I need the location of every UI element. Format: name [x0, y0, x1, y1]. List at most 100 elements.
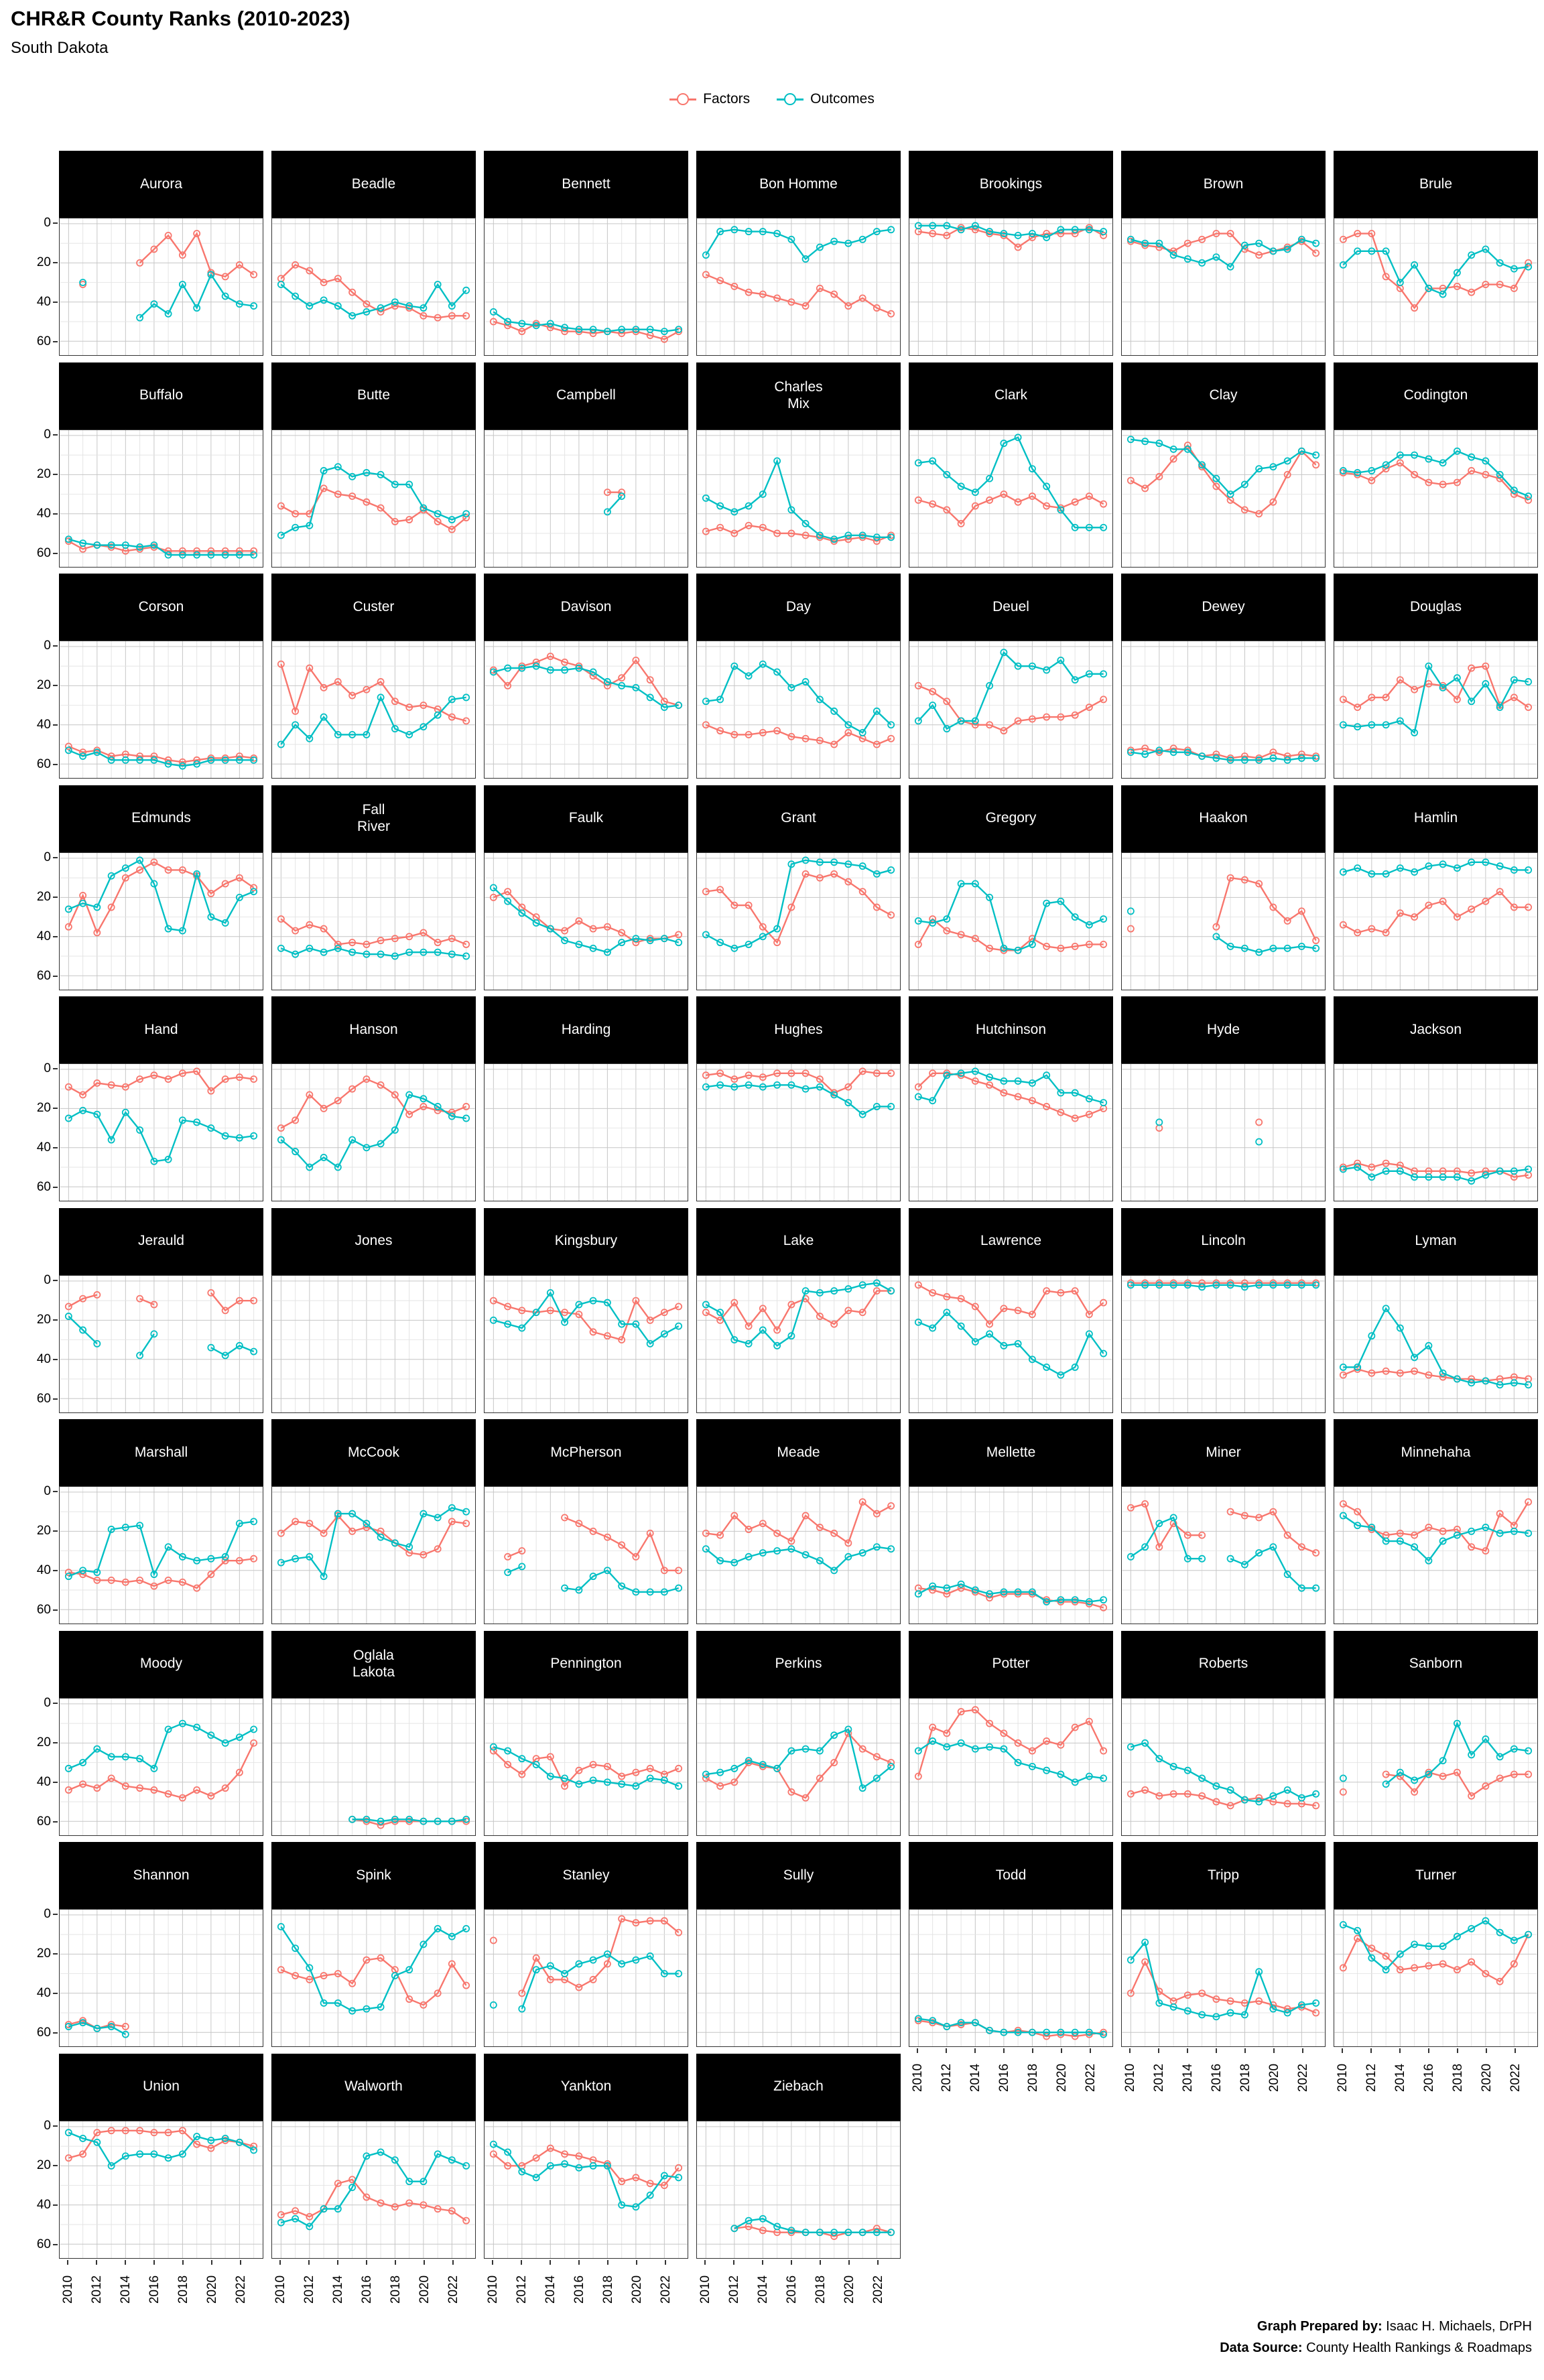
facet-custer: Custer: [271, 574, 476, 779]
legend-item-factors: Factors: [669, 91, 750, 107]
data-point: [532, 1954, 540, 1962]
data-point: [1411, 1367, 1419, 1375]
data-point: [745, 1756, 753, 1764]
data-point: [844, 729, 852, 736]
data-point: [830, 237, 838, 245]
facet-panel-turner: [1334, 1909, 1538, 2047]
data-point: [391, 298, 399, 306]
data-point: [1127, 748, 1135, 756]
data-point: [575, 1766, 583, 1774]
data-point: [1028, 1079, 1036, 1087]
data-point: [575, 940, 583, 948]
data-point: [320, 925, 328, 933]
data-point: [787, 235, 795, 243]
data-point: [1100, 1299, 1108, 1307]
facet-strip-charles-mix: Charles Mix: [696, 362, 901, 429]
data-point: [221, 1552, 229, 1561]
series-line: [68, 2131, 255, 2167]
data-point: [121, 756, 129, 764]
data-point: [405, 2177, 413, 2185]
facet-harding: Harding: [484, 996, 688, 1201]
data-point: [1100, 1747, 1108, 1754]
data-point: [1169, 744, 1177, 752]
y-axis-tick: [53, 2032, 58, 2034]
data-point: [1382, 721, 1390, 729]
facet-panel-corson: [59, 641, 263, 779]
x-axis-tick: [279, 2259, 281, 2265]
data-point: [79, 1780, 87, 1788]
data-point: [1468, 1169, 1476, 1177]
data-point: [816, 284, 824, 292]
data-point: [702, 887, 710, 895]
data-point: [489, 1316, 497, 1324]
data-point: [660, 1970, 668, 1978]
data-point: [632, 1552, 640, 1561]
data-point: [589, 326, 597, 334]
x-axis-tick-label: 2020: [204, 2275, 219, 2304]
facet-lawrence: Lawrence: [909, 1207, 1113, 1413]
data-point: [844, 239, 852, 247]
data-point: [986, 228, 994, 236]
data-point: [1482, 1782, 1490, 1790]
data-point: [1510, 1378, 1518, 1386]
data-point: [1339, 261, 1347, 269]
data-point: [250, 302, 258, 310]
data-point: [546, 1975, 554, 1983]
data-point: [1525, 1498, 1533, 1506]
data-point: [957, 930, 965, 938]
data-point: [603, 1567, 611, 1575]
data-point: [1297, 1280, 1305, 1288]
data-point: [1155, 1792, 1163, 1800]
data-point: [292, 707, 300, 715]
data-point: [929, 919, 937, 927]
data-point: [532, 919, 540, 927]
x-axis-tick: [635, 2259, 637, 2265]
data-point: [1071, 1778, 1079, 1786]
data-point: [277, 1966, 285, 1974]
data-point: [546, 324, 554, 332]
series-line: [1130, 1960, 1317, 2014]
y-axis-tick-label: 0: [44, 639, 51, 653]
data-point: [1057, 505, 1065, 513]
data-point: [759, 1520, 767, 1528]
data-point: [292, 1148, 300, 1156]
facet-strip-fall-river: Fall River: [271, 785, 476, 852]
data-point: [929, 230, 937, 238]
data-point: [334, 678, 342, 685]
data-point: [434, 1545, 442, 1553]
data-point: [1468, 251, 1476, 259]
data-point: [1297, 942, 1305, 950]
data-point: [943, 1729, 951, 1737]
data-point: [858, 235, 866, 243]
data-point: [957, 1580, 965, 1588]
data-point: [348, 1979, 357, 1987]
data-point: [773, 1326, 781, 1333]
data-point: [1226, 1555, 1234, 1563]
data-point: [929, 222, 937, 230]
data-point: [434, 509, 442, 517]
data-point: [1127, 435, 1135, 443]
data-point: [348, 2183, 357, 2191]
data-point: [1525, 1380, 1533, 1388]
data-point: [207, 1555, 215, 1563]
facet-strip-lake: Lake: [696, 1207, 901, 1275]
data-point: [1354, 723, 1362, 731]
y-axis-tick-label: 40: [36, 718, 51, 732]
x-axis-tick: [819, 2259, 821, 2265]
data-point: [121, 541, 129, 549]
data-point: [1043, 1103, 1051, 1110]
facet-panel-bon-homme: [696, 218, 901, 356]
data-point: [1439, 1756, 1447, 1764]
data-point: [887, 1103, 895, 1110]
facet-haakon: Haakon: [1121, 785, 1326, 990]
data-point: [1269, 754, 1277, 762]
data-point: [1240, 1282, 1248, 1291]
y-axis-tick: [53, 1702, 58, 1704]
data-point: [178, 1719, 186, 1727]
series-line: [1215, 876, 1317, 941]
data-point: [121, 2030, 129, 2038]
data-point: [334, 944, 342, 952]
data-point: [1255, 1794, 1263, 1802]
data-point: [716, 1081, 724, 1089]
